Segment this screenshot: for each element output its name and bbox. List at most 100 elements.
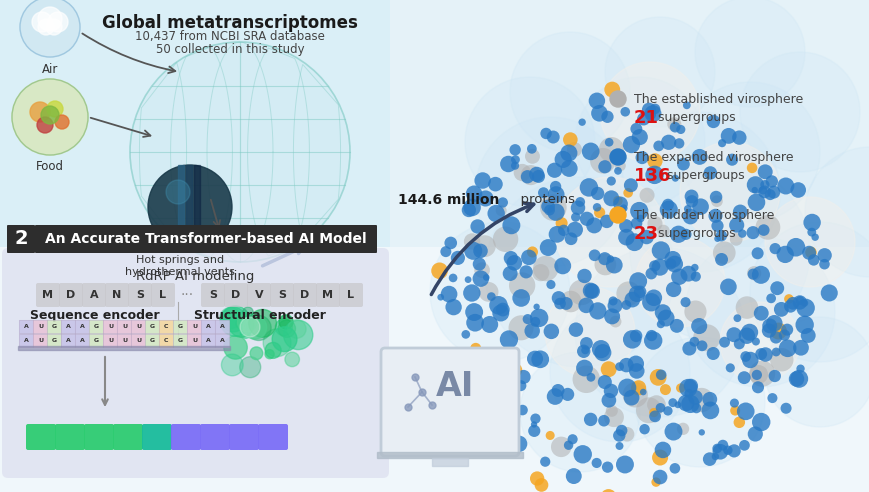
Point: [458, 331, 472, 338]
Circle shape: [520, 352, 640, 472]
Point: [740, 304, 753, 311]
Bar: [18, 346, 229, 350]
Circle shape: [221, 354, 242, 376]
Point: [702, 169, 716, 177]
Point: [605, 312, 619, 320]
FancyBboxPatch shape: [90, 320, 103, 334]
Circle shape: [262, 329, 290, 357]
Point: [710, 235, 724, 243]
Point: [635, 388, 649, 396]
FancyBboxPatch shape: [7, 225, 35, 253]
Point: [692, 322, 706, 330]
Point: [727, 407, 741, 415]
Point: [612, 431, 626, 439]
Point: [527, 415, 541, 423]
Point: [667, 464, 681, 472]
Point: [525, 153, 539, 160]
FancyBboxPatch shape: [84, 424, 114, 450]
Point: [629, 367, 643, 375]
Point: [666, 285, 680, 293]
Point: [648, 478, 662, 486]
FancyBboxPatch shape: [293, 283, 316, 307]
Point: [446, 274, 460, 282]
Point: [702, 396, 716, 403]
Point: [747, 186, 761, 194]
Text: U: U: [38, 325, 43, 330]
Point: [750, 383, 764, 391]
Point: [532, 314, 546, 322]
Circle shape: [242, 315, 266, 339]
Point: [464, 289, 478, 297]
Point: [597, 255, 611, 263]
Point: [771, 327, 785, 335]
Point: [747, 181, 761, 189]
Point: [643, 111, 657, 119]
Point: [613, 200, 627, 208]
Point: [789, 375, 803, 383]
Point: [579, 302, 593, 309]
Point: [676, 160, 690, 168]
Point: [625, 336, 639, 343]
Point: [651, 142, 665, 150]
Point: [767, 372, 781, 380]
Point: [667, 120, 680, 128]
Text: A: A: [66, 338, 71, 343]
FancyBboxPatch shape: [171, 424, 201, 450]
Point: [474, 266, 488, 274]
Point: [543, 280, 557, 288]
Point: [597, 163, 611, 171]
Point: [774, 356, 788, 364]
FancyBboxPatch shape: [61, 334, 76, 348]
Point: [726, 399, 740, 407]
Point: [514, 169, 528, 177]
Text: Food: Food: [36, 160, 64, 173]
Point: [484, 293, 498, 301]
Point: [665, 399, 679, 406]
FancyBboxPatch shape: [55, 424, 85, 450]
Point: [468, 319, 481, 327]
Point: [702, 455, 716, 463]
Point: [709, 197, 723, 205]
Point: [806, 256, 819, 264]
FancyBboxPatch shape: [142, 424, 172, 450]
Point: [633, 215, 647, 222]
FancyBboxPatch shape: [75, 334, 90, 348]
Point: [596, 417, 610, 425]
FancyBboxPatch shape: [82, 283, 106, 307]
Point: [637, 425, 651, 433]
Point: [730, 314, 744, 322]
Text: A: A: [90, 290, 98, 300]
Circle shape: [600, 62, 700, 162]
Point: [736, 374, 750, 382]
FancyBboxPatch shape: [33, 334, 48, 348]
Point: [587, 251, 601, 259]
Point: [632, 133, 646, 141]
Circle shape: [749, 222, 869, 362]
Circle shape: [242, 307, 253, 317]
Point: [623, 182, 637, 189]
Point: [797, 299, 811, 307]
Point: [468, 373, 482, 381]
Point: [644, 332, 658, 339]
Point: [710, 222, 724, 230]
Point: [579, 375, 593, 383]
Point: [478, 194, 492, 202]
Point: [641, 106, 655, 114]
Circle shape: [275, 319, 292, 336]
Point: [713, 255, 727, 263]
Point: [817, 251, 831, 259]
Circle shape: [240, 357, 261, 378]
Point: [574, 118, 588, 126]
Point: [555, 155, 569, 163]
Point: [473, 247, 487, 255]
Point: [480, 401, 494, 409]
Circle shape: [574, 77, 704, 207]
Point: [742, 356, 756, 364]
FancyBboxPatch shape: [0, 0, 869, 247]
Point: [720, 446, 734, 454]
Text: C: C: [164, 338, 169, 343]
Point: [627, 391, 641, 399]
Text: S: S: [209, 290, 216, 300]
Point: [661, 138, 675, 146]
Point: [620, 430, 634, 438]
